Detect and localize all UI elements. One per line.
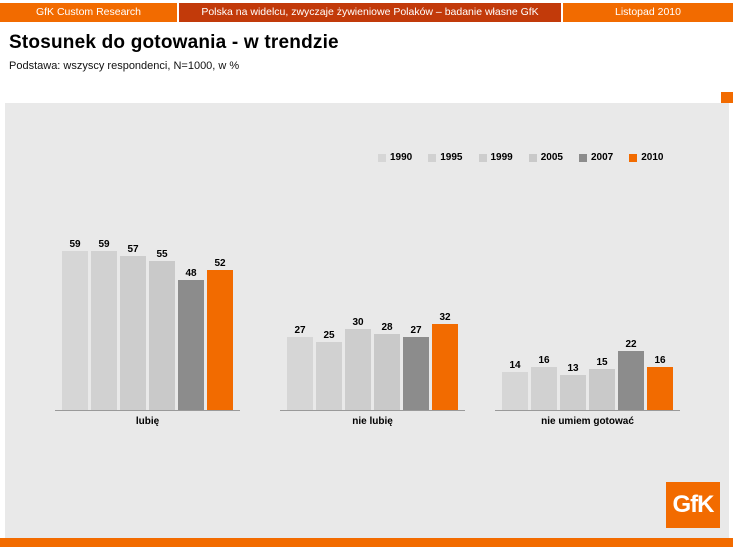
chart-panel: 1990 1995 1999 2005 2007 2010 59 59 57 55 48 52 lub… [5, 103, 729, 538]
legend-label: 2005 [540, 152, 563, 163]
header-center-segment: Polska na widelcu, zwyczaje żywieniowe P… [179, 3, 561, 22]
bar-1999 [560, 375, 586, 410]
axis-baseline [280, 410, 465, 411]
legend-item: 1999 [478, 152, 513, 163]
bar-2007 [178, 280, 204, 410]
bar-1990 [502, 372, 528, 410]
bar-wrap: 55 [149, 249, 175, 410]
category-label: nie lubię [352, 416, 393, 427]
bar-wrap: 48 [178, 268, 204, 410]
legend-item: 2005 [528, 152, 563, 163]
legend-swatch [528, 153, 537, 162]
bar-value-label: 55 [156, 249, 168, 260]
bar-value-label: 14 [509, 360, 521, 371]
gfk-logo: GfK [666, 482, 720, 528]
bar-value-label: 16 [538, 355, 550, 366]
bar-value-label: 59 [69, 239, 81, 250]
bar-group: 59 59 57 55 48 52 [62, 239, 233, 410]
legend-swatch [629, 153, 638, 162]
chart-legend: 1990 1995 1999 2005 2007 2010 [378, 152, 664, 163]
bar-2005 [589, 369, 615, 410]
bar-value-label: 16 [654, 355, 666, 366]
bar-value-label: 48 [185, 268, 197, 279]
legend-swatch [428, 153, 437, 162]
legend-swatch [478, 153, 487, 162]
legend-swatch [579, 153, 587, 162]
bar-2005 [374, 334, 400, 410]
bar-1990 [287, 337, 313, 410]
bar-1995 [91, 251, 117, 410]
bar-1995 [316, 342, 342, 410]
bar-wrap: 16 [531, 355, 557, 410]
bar-1990 [62, 251, 88, 410]
bar-wrap: 30 [345, 317, 371, 410]
bar-wrap: 27 [287, 325, 313, 410]
bar-value-label: 25 [323, 330, 335, 341]
bar-2007 [403, 337, 429, 410]
bar-2007 [618, 351, 644, 410]
bar-value-label: 57 [127, 244, 139, 255]
bar-1999 [345, 329, 371, 410]
bar-wrap: 27 [403, 325, 429, 410]
legend-label: 1999 [490, 152, 513, 163]
bar-wrap: 59 [62, 239, 88, 410]
header-right-segment: Listopad 2010 [563, 3, 733, 22]
bar-value-label: 15 [596, 357, 608, 368]
legend-item: 2010 [629, 152, 664, 163]
footer-strip [0, 538, 733, 547]
legend-swatch [378, 153, 386, 162]
bar-1995 [531, 367, 557, 410]
page-title: Stosunek do gotowania - w trendzie [9, 32, 339, 53]
bar-2010 [647, 367, 673, 410]
bar-wrap: 28 [374, 322, 400, 410]
bar-wrap: 52 [207, 258, 233, 410]
bar-wrap: 15 [589, 357, 615, 410]
bar-value-label: 13 [567, 363, 579, 374]
bar-group: 27 25 30 28 27 32 [287, 312, 458, 410]
bar-value-label: 28 [381, 322, 393, 333]
bar-wrap: 59 [91, 239, 117, 410]
axis-baseline [55, 410, 240, 411]
legend-item: 1990 [378, 152, 412, 163]
legend-label: 1990 [390, 152, 413, 163]
legend-label: 2010 [641, 152, 664, 163]
bar-wrap: 13 [560, 363, 586, 410]
page-subtitle: Podstawa: wszyscy respondenci, N=1000, w… [9, 60, 240, 72]
bar-wrap: 16 [647, 355, 673, 410]
bar-wrap: 32 [432, 312, 458, 410]
bar-wrap: 14 [502, 360, 528, 410]
legend-label: 2007 [591, 152, 614, 163]
bar-1999 [120, 256, 146, 410]
bar-2010 [207, 270, 233, 410]
bar-value-label: 27 [410, 325, 422, 336]
bar-value-label: 30 [352, 317, 364, 328]
category-label: lubię [135, 416, 160, 427]
header-bar: GfK Custom Research Polska na widelcu, z… [0, 3, 733, 22]
bar-wrap: 57 [120, 244, 146, 410]
bar-value-label: 32 [439, 312, 451, 323]
bar-wrap: 22 [618, 339, 644, 410]
legend-item: 2007 [579, 152, 613, 163]
side-tab-decoration [721, 92, 733, 103]
bar-value-label: 27 [294, 325, 306, 336]
bar-group: 14 16 13 15 22 16 [502, 339, 673, 410]
header-left-segment: GfK Custom Research [0, 3, 177, 22]
category-label: nie umiem gotować [541, 416, 634, 427]
axis-baseline [495, 410, 680, 411]
bar-value-label: 22 [625, 339, 637, 350]
bar-value-label: 59 [98, 239, 110, 250]
bar-wrap: 25 [316, 330, 342, 410]
legend-item: 1995 [428, 152, 463, 163]
bar-2005 [149, 261, 175, 410]
legend-label: 1995 [440, 152, 463, 163]
bar-2010 [432, 324, 458, 410]
bar-value-label: 52 [214, 258, 226, 269]
